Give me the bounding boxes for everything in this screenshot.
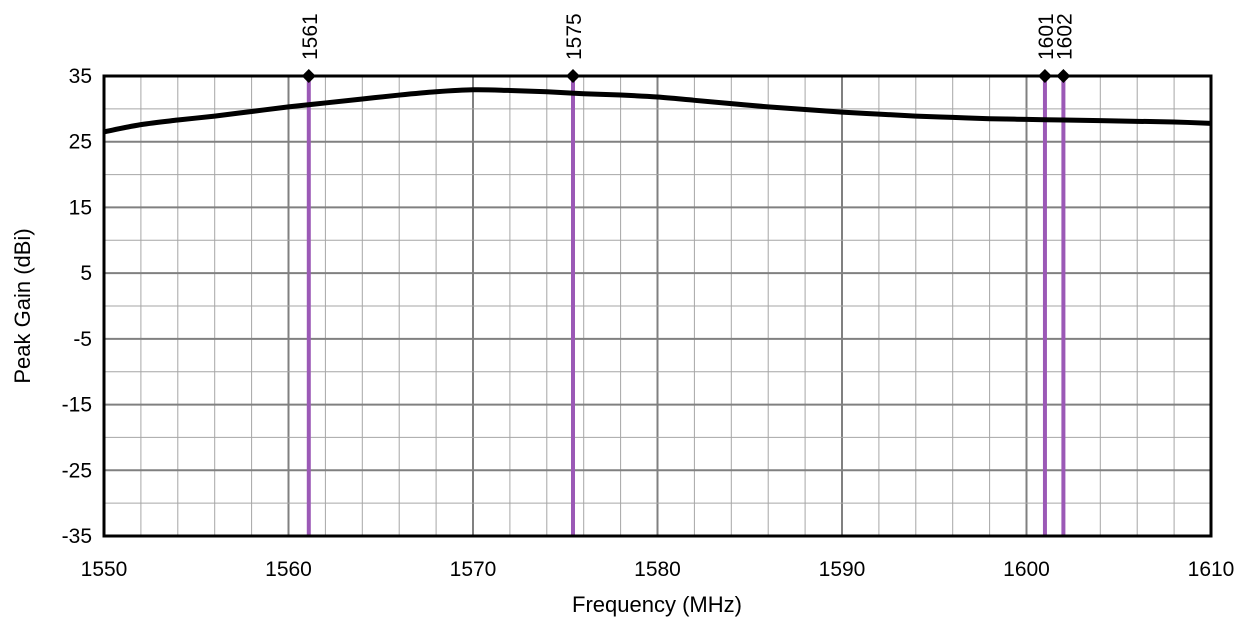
x-axis-label: Frequency (MHz) xyxy=(572,592,742,617)
y-tick-labels: 35 25 15 5 -5 -15 -25 -35 xyxy=(62,65,92,548)
marker-label-1602: 1602 xyxy=(1053,13,1076,60)
marker-point-1601 xyxy=(1037,69,1052,83)
y-tick-label: 35 xyxy=(69,65,92,88)
y-tick-label: -25 xyxy=(62,459,92,482)
y-tick-label: 5 xyxy=(80,262,92,285)
x-tick-labels: 1550 1560 1570 1580 1590 1600 1610 xyxy=(81,558,1235,581)
x-tick-label: 1600 xyxy=(1003,558,1050,581)
x-tick-label: 1560 xyxy=(265,558,312,581)
marker-label-1601: 1601 xyxy=(1035,13,1058,60)
marker-point-1602 xyxy=(1056,69,1071,83)
data-series xyxy=(103,87,1212,135)
x-tick-label: 1610 xyxy=(1188,558,1235,581)
y-tick-label: -5 xyxy=(73,328,92,351)
grid-layer xyxy=(103,75,1212,537)
marker-point-1561 xyxy=(301,69,316,83)
marker-points xyxy=(301,69,1071,83)
x-tick-label: 1550 xyxy=(81,558,128,581)
marker-label-1561: 1561 xyxy=(299,13,322,60)
x-tick-label: 1570 xyxy=(450,558,497,581)
y-tick-label: 15 xyxy=(69,196,92,219)
y-tick-label: 25 xyxy=(69,131,92,154)
y-tick-label: -35 xyxy=(62,525,92,548)
plot-frame xyxy=(102,74,1213,538)
marker-point-1575 xyxy=(565,69,580,83)
y-tick-label: -15 xyxy=(62,394,92,417)
marker-lines xyxy=(306,76,1066,536)
peak-gain-curve xyxy=(103,87,1212,135)
x-tick-label: 1590 xyxy=(819,558,866,581)
x-tick-label: 1580 xyxy=(634,558,681,581)
marker-label-1575: 1575 xyxy=(563,13,586,60)
y-axis-label: Peak Gain (dBi) xyxy=(10,228,35,383)
